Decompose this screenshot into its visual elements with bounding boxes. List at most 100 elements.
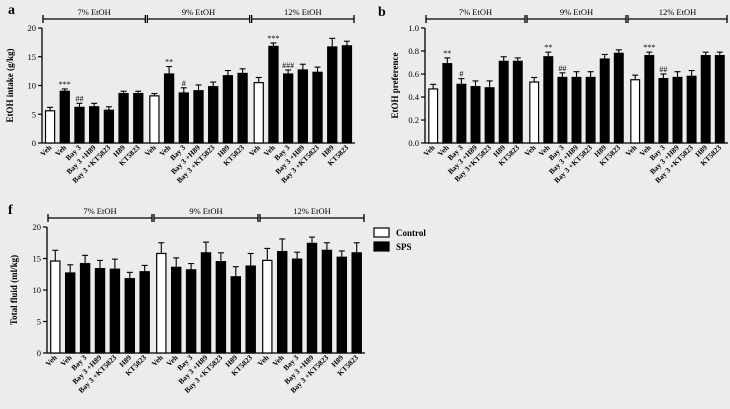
group-label: 7% EtOH [78,7,111,17]
bar [215,261,227,354]
bar [306,242,318,354]
panel-label: b [378,5,386,20]
group-label: 12% EtOH [659,7,697,17]
y-tick-label: 5 [32,109,36,119]
bar [156,252,167,354]
y-tick-label: 15 [33,254,42,264]
legend-sps-swatch [373,241,390,252]
bar [312,71,323,144]
bar [94,267,106,354]
group-label: 7% EtOH [459,7,492,17]
bar [185,269,197,354]
panel-label: a [8,3,15,18]
bar [341,45,353,144]
y-tick-label: 0 [37,348,41,358]
y-tick-label: 20 [28,23,37,33]
bar [268,45,279,144]
bar [484,87,495,144]
legend-sps-label: SPS [396,242,412,252]
significance-marker: *** [267,34,279,43]
y-tick-label: 20 [33,222,42,232]
bar [630,79,641,144]
significance-marker: ** [443,49,451,58]
legend-control-swatch [373,227,390,238]
bar [428,88,439,144]
bar [163,73,175,144]
bar [543,56,554,144]
bar [200,252,212,354]
bar [672,76,683,144]
y-tick-label: 0.6 [408,69,419,79]
bar [327,46,338,144]
significance-marker: ### [282,61,294,70]
bar [686,75,697,144]
bar [571,76,582,144]
bar [230,276,242,354]
bar [149,95,160,144]
bar [178,92,189,144]
bar [442,63,453,144]
panel-label: f [8,203,13,218]
bar [44,110,56,144]
bar [59,90,70,144]
bar [118,92,129,144]
bar [109,268,121,354]
bar [133,92,144,144]
significance-marker: *** [643,43,655,52]
group-label: 9% EtOH [182,7,215,17]
y-tick-label: 10 [33,285,42,295]
bar [222,75,234,144]
group-label: 9% EtOH [189,206,222,216]
bar [237,72,248,144]
y-axis-title: EtOH preference [390,53,400,119]
group-label: 12% EtOH [284,7,322,17]
bar [658,77,669,144]
significance-marker: ## [659,65,667,74]
bar [193,90,204,144]
y-tick-label: 5 [37,317,41,327]
bar [613,52,624,144]
bar [297,69,308,144]
significance-marker: # [459,70,463,79]
bar [50,260,61,354]
y-tick-label: 0.4 [408,92,419,102]
bar [291,258,303,354]
bar [139,271,150,354]
bar [253,82,264,144]
bar [103,109,115,144]
significance-marker: ** [544,43,552,52]
bar [557,76,568,144]
bar [124,278,136,354]
legend: Control SPS [373,227,426,252]
y-tick-label: 0.2 [408,115,419,125]
bar [74,106,85,144]
y-tick-label: 15 [28,52,37,62]
significance-marker: ## [75,94,83,103]
bar [512,60,523,144]
bar [79,262,91,354]
bar [700,54,711,144]
group-label: 7% EtOH [83,206,116,216]
bar [262,259,273,354]
bar [321,249,333,354]
group-label: 12% EtOH [293,206,331,216]
y-tick-label: 0.8 [408,46,419,56]
significance-marker: ## [558,64,566,73]
y-tick-label: 0 [32,138,36,148]
bar [456,83,467,144]
y-axis-title: Total fluid (ml/kg) [9,255,19,325]
bar [498,60,509,144]
bar [336,256,348,354]
bar [714,54,725,144]
significance-marker: *** [59,80,71,89]
significance-marker: # [182,79,186,88]
bar [585,76,596,144]
bar [644,54,655,144]
significance-marker: ** [165,58,173,67]
bar [208,86,219,144]
group-label: 9% EtOH [560,7,593,17]
y-tick-label: 0.0 [408,138,419,148]
legend-control-label: Control [396,228,426,238]
